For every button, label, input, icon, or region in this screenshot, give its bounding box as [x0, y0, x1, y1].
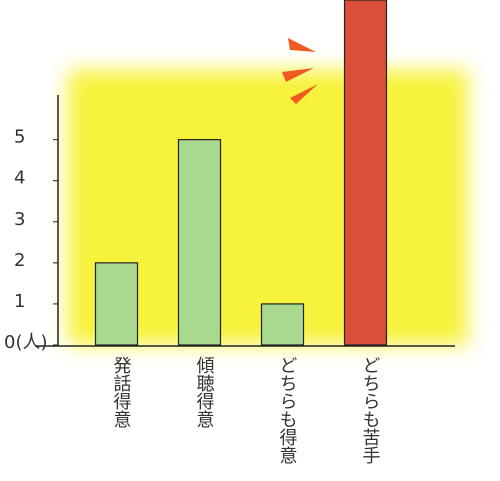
x-tick-label: 発話得意	[111, 356, 132, 428]
y-tick-label: 0(人)	[4, 332, 48, 353]
y-tick-label: 2	[14, 250, 25, 271]
y-tick-label: 1	[14, 291, 25, 312]
plot-area	[94, 0, 388, 346]
x-tick-label: どちらも苦手	[360, 356, 381, 464]
bar	[94, 262, 139, 346]
y-tick-label: 4	[14, 168, 25, 189]
y-tick-label: 5	[14, 127, 25, 148]
bar	[260, 303, 305, 346]
y-tick-label: 3	[14, 209, 25, 230]
emphasis-marks	[282, 38, 318, 104]
bar	[177, 139, 222, 346]
x-tick-label: 傾聴得意	[194, 356, 215, 428]
x-tick-label: どちらも得意	[277, 356, 298, 464]
bar	[343, 0, 388, 346]
